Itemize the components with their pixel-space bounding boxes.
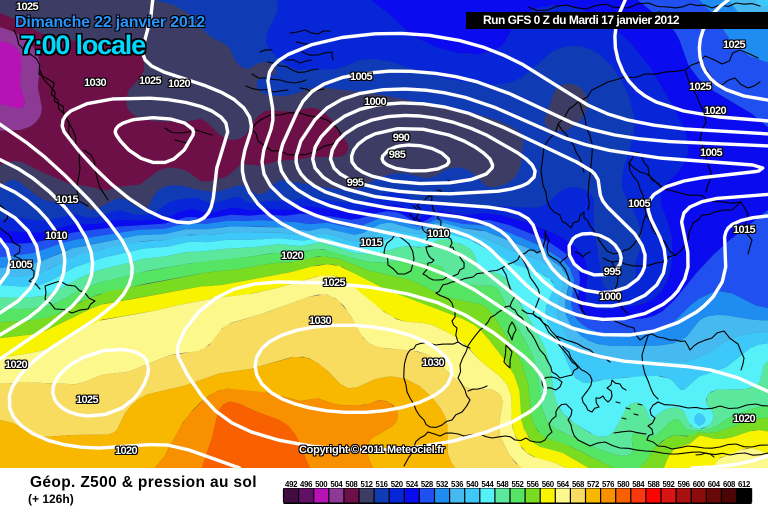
svg-text:600: 600 <box>693 480 706 489</box>
svg-text:612: 612 <box>738 480 751 489</box>
svg-text:596: 596 <box>678 480 691 489</box>
svg-text:592: 592 <box>662 480 675 489</box>
svg-text:548: 548 <box>496 480 509 489</box>
svg-text:552: 552 <box>511 480 524 489</box>
svg-text:604: 604 <box>708 480 721 489</box>
svg-text:492: 492 <box>285 480 298 489</box>
svg-text:500: 500 <box>315 480 328 489</box>
svg-text:580: 580 <box>617 480 630 489</box>
svg-text:524: 524 <box>406 480 419 489</box>
svg-text:588: 588 <box>647 480 660 489</box>
svg-text:520: 520 <box>391 480 404 489</box>
svg-text:568: 568 <box>572 480 585 489</box>
svg-text:536: 536 <box>451 480 464 489</box>
svg-text:532: 532 <box>436 480 449 489</box>
svg-text:504: 504 <box>330 480 343 489</box>
svg-text:560: 560 <box>542 480 555 489</box>
svg-text:508: 508 <box>345 480 358 489</box>
svg-text:584: 584 <box>632 480 645 489</box>
svg-text:496: 496 <box>300 480 313 489</box>
svg-text:528: 528 <box>421 480 434 489</box>
svg-text:572: 572 <box>587 480 600 489</box>
svg-text:540: 540 <box>466 480 479 489</box>
svg-text:608: 608 <box>723 480 736 489</box>
svg-text:556: 556 <box>527 480 540 489</box>
svg-text:512: 512 <box>361 480 374 489</box>
svg-text:564: 564 <box>557 480 570 489</box>
svg-text:516: 516 <box>376 480 389 489</box>
svg-text:576: 576 <box>602 480 615 489</box>
svg-text:544: 544 <box>481 480 494 489</box>
